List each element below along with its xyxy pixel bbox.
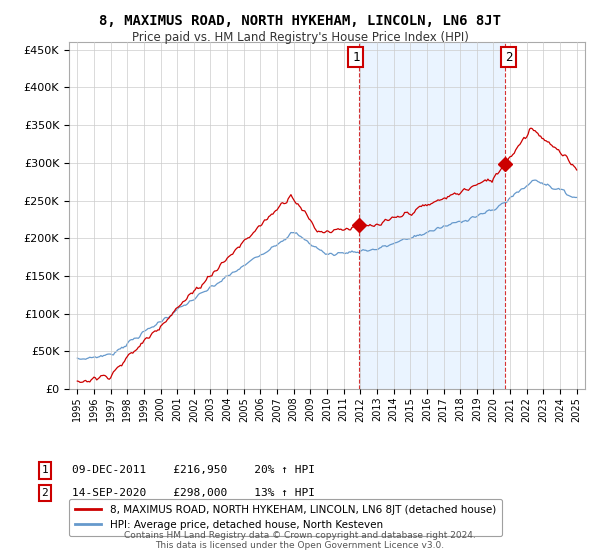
Text: 2: 2	[41, 488, 49, 498]
Text: 8, MAXIMUS ROAD, NORTH HYKEHAM, LINCOLN, LN6 8JT: 8, MAXIMUS ROAD, NORTH HYKEHAM, LINCOLN,…	[99, 14, 501, 28]
Legend: 8, MAXIMUS ROAD, NORTH HYKEHAM, LINCOLN, LN6 8JT (detached house), HPI: Average : 8, MAXIMUS ROAD, NORTH HYKEHAM, LINCOLN,…	[69, 498, 502, 536]
Text: 09-DEC-2011    £216,950    20% ↑ HPI: 09-DEC-2011 £216,950 20% ↑ HPI	[72, 465, 315, 475]
Text: 1: 1	[41, 465, 49, 475]
Text: Contains HM Land Registry data © Crown copyright and database right 2024.
This d: Contains HM Land Registry data © Crown c…	[124, 530, 476, 550]
Bar	[359, 42, 505, 389]
Text: 1: 1	[352, 50, 359, 64]
Text: Price paid vs. HM Land Registry's House Price Index (HPI): Price paid vs. HM Land Registry's House …	[131, 31, 469, 44]
Text: 14-SEP-2020    £298,000    13% ↑ HPI: 14-SEP-2020 £298,000 13% ↑ HPI	[72, 488, 315, 498]
Text: 2: 2	[505, 50, 512, 64]
